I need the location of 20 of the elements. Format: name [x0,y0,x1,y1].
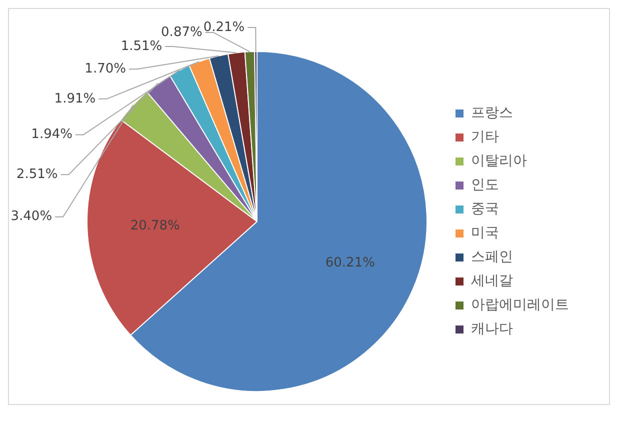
data-label: 0.87% [161,24,202,40]
legend-label: 스페인 [471,249,513,266]
legend-label: 인도 [471,177,499,194]
data-label: 20.78% [130,218,180,234]
data-label: 0.21% [203,20,245,35]
legend-label: 아랍에미레이트 [471,297,569,314]
legend-label: 이탈리아 [471,153,527,170]
legend-label: 캐나다 [471,321,513,338]
data-label: 60.21% [325,255,375,270]
legend-label: 세네갈 [471,273,513,290]
data-label: 3.40% [10,209,52,224]
legend-label: 중국 [471,201,499,218]
data-label: 1.94% [31,127,72,142]
legend-label: 기타 [471,129,499,146]
data-label: 1.91% [54,91,96,106]
legend-label: 프랑스 [471,105,513,122]
data-label: 2.51% [16,167,58,182]
data-label: 1.70% [84,61,126,76]
legend-label: 미국 [471,225,499,242]
data-label: 1.51% [120,38,162,54]
